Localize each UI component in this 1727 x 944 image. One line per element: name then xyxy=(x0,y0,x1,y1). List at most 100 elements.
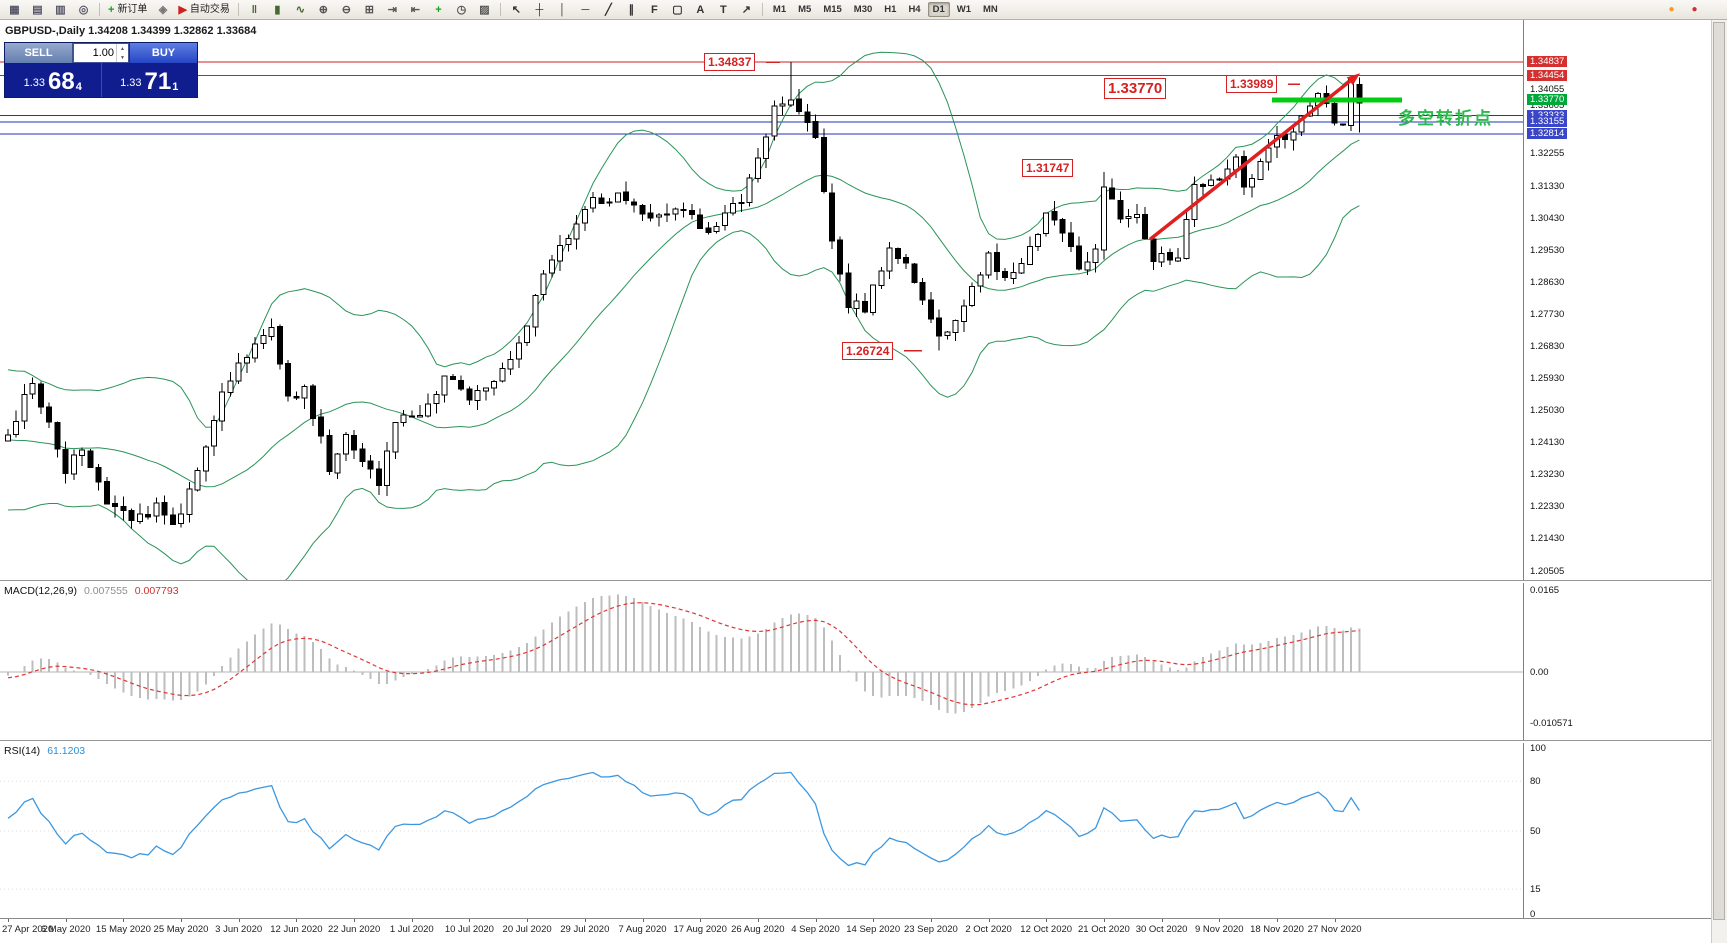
news-icon[interactable]: ● xyxy=(1691,3,1698,15)
zoom-in-icon[interactable]: ⊕ xyxy=(313,1,334,19)
candle-body xyxy=(515,342,522,360)
candle-body xyxy=(1216,178,1223,181)
candle-body xyxy=(927,299,934,320)
bull-bear-turning-point-note[interactable]: 多空转折点 xyxy=(1398,109,1493,128)
candle-body xyxy=(557,244,564,262)
new-chart-icon: ▦ xyxy=(9,3,20,16)
candle-body xyxy=(573,223,580,240)
price-axis-label-1.32255: 1.32255 xyxy=(1530,147,1565,159)
periods-icon[interactable]: ◷ xyxy=(451,1,472,19)
panel-separator[interactable] xyxy=(0,740,1712,743)
candle-body xyxy=(62,448,69,475)
candle-body xyxy=(845,272,852,308)
candlestick-chart-icon[interactable]: ▮ xyxy=(267,1,288,19)
trendline-icon: ╱ xyxy=(605,3,612,16)
arrows-icon[interactable]: ↗ xyxy=(736,1,757,19)
horizontal-line-icon[interactable]: ─ xyxy=(575,1,596,19)
fibonacci-icon[interactable]: F xyxy=(644,1,665,19)
candle-body xyxy=(647,212,654,219)
chart-shift-icon[interactable]: ⇤ xyxy=(405,1,426,19)
autotrading-icon: ▶ xyxy=(178,3,187,16)
bar-chart-icon[interactable]: ‖ xyxy=(244,1,265,19)
timeframe-m30-button[interactable]: M30 xyxy=(853,4,873,15)
candle-body xyxy=(952,320,959,333)
autotrading-button[interactable]: ▶ 自动交易 xyxy=(175,1,232,19)
sell-button[interactable]: SELL xyxy=(5,43,73,63)
price-callout-1.26724[interactable]: 1.26724 xyxy=(842,341,894,360)
shapes-icon[interactable]: ▢ xyxy=(667,1,688,19)
new-chart-icon[interactable]: ▦ xyxy=(4,1,25,19)
metaeditor-icon[interactable]: ◈ xyxy=(152,1,173,19)
time-axis-label: 10 Jul 2020 xyxy=(444,924,494,935)
tile-windows-icon[interactable]: ⊞ xyxy=(359,1,380,19)
time-axis-label: 18 Nov 2020 xyxy=(1250,924,1304,935)
rsi-canvas[interactable] xyxy=(0,742,1523,918)
panel-separator[interactable] xyxy=(0,580,1712,583)
candle-body xyxy=(145,513,152,518)
time-axis-label: 20 Jul 2020 xyxy=(502,924,552,935)
time-axis-label: 25 May 2020 xyxy=(153,924,209,935)
candle-body xyxy=(268,326,275,337)
candle-body xyxy=(1026,246,1033,265)
time-axis: 27 Apr 2020 6 May 2020 15 May 2020 25 May 2… xyxy=(0,918,1712,944)
profiles-icon[interactable]: ▤ xyxy=(27,1,48,19)
candle-body xyxy=(656,214,662,218)
timeframe-m5-button[interactable]: M5 xyxy=(798,4,812,15)
timeframe-d1-button[interactable]: D1 xyxy=(927,2,950,17)
time-tick xyxy=(584,919,586,922)
macd-canvas[interactable] xyxy=(0,582,1523,740)
time-tick xyxy=(873,919,875,922)
price-axis-label-1.34055: 1.34055 xyxy=(1530,83,1565,95)
trend-arrow[interactable] xyxy=(1148,79,1351,241)
label-icon[interactable]: T xyxy=(713,1,734,19)
zoom-out-icon[interactable]: ⊖ xyxy=(336,1,357,19)
sell-price[interactable]: 1.33 68 4 xyxy=(5,63,101,97)
text-icon[interactable]: A xyxy=(690,1,711,19)
periods-icon: ◷ xyxy=(456,3,467,16)
buy-button[interactable]: BUY xyxy=(129,43,197,63)
new-order-button[interactable]: + 新订单 xyxy=(105,1,150,19)
price-callout-1.33770[interactable]: 1.33770 xyxy=(1104,77,1167,99)
market-watch-icon[interactable]: ▥ xyxy=(50,1,71,19)
vertical-line-icon[interactable]: │ xyxy=(552,1,573,19)
volume-up-button[interactable]: ▲ xyxy=(120,45,125,52)
crosshair-icon[interactable]: ┼ xyxy=(529,1,550,19)
candle-body xyxy=(260,335,267,344)
crosshair-icon: ┼ xyxy=(535,3,544,16)
price-axis-label-1.31330: 1.31330 xyxy=(1530,180,1565,192)
indicators-icon[interactable]: + xyxy=(428,1,449,19)
timeframe-mn-button[interactable]: MN xyxy=(983,4,998,15)
candle-body xyxy=(763,136,770,160)
price-callout-1.31747[interactable]: 1.31747 xyxy=(1022,158,1074,177)
support-zone-line[interactable] xyxy=(1272,97,1402,103)
candle-body xyxy=(1092,248,1099,263)
cursor-icon[interactable]: ↖ xyxy=(506,1,527,19)
time-tick xyxy=(642,919,644,922)
timeframe-h1-button[interactable]: H1 xyxy=(884,4,897,15)
scrollbar-thumb[interactable] xyxy=(1713,22,1725,920)
price-callout-1.33989[interactable]: 1.33989 xyxy=(1226,75,1278,94)
candle-body xyxy=(87,450,94,469)
candle-body xyxy=(161,502,168,516)
candle-body xyxy=(400,414,407,423)
timeframe-m1-button[interactable]: M1 xyxy=(772,4,787,15)
timeframe-w1-button[interactable]: W1 xyxy=(956,4,971,15)
timeframe-h4-button[interactable]: H4 xyxy=(908,4,921,15)
time-axis-label: 29 Jul 2020 xyxy=(560,924,610,935)
channel-icon[interactable]: ∥ xyxy=(621,1,642,19)
data-window-icon[interactable]: ◎ xyxy=(73,1,94,19)
line-chart-icon[interactable]: ∿ xyxy=(290,1,311,19)
volume-input[interactable] xyxy=(74,44,116,62)
timeframe-m15-button[interactable]: M15 xyxy=(823,4,842,15)
price-chart-canvas[interactable] xyxy=(0,20,1523,580)
auto-scroll-icon[interactable]: ⇥ xyxy=(382,1,403,19)
trendline-icon[interactable]: ╱ xyxy=(598,1,619,19)
vertical-scrollbar[interactable] xyxy=(1711,20,1727,943)
candle-body xyxy=(178,513,184,524)
price-callout-1.34837[interactable]: 1.34837 xyxy=(704,53,756,71)
community-icon[interactable]: ● xyxy=(1668,3,1675,15)
volume-down-button[interactable]: ▼ xyxy=(120,54,125,61)
toolbar: ▦ ▤ ▥ ◎ + 新订单 ◈ ▶ 自动交易 ‖ ▮ ∿ ⊕ ⊖ ⊞ ⇥ ⇤ + ◷ ▨ ↖ ┼ │ ─ ╱ ∥ F ▢ A T ↗ M1 M5… xyxy=(0,0,1727,20)
buy-price[interactable]: 1.33 71 1 xyxy=(100,63,198,97)
templates-icon[interactable]: ▨ xyxy=(474,1,495,19)
